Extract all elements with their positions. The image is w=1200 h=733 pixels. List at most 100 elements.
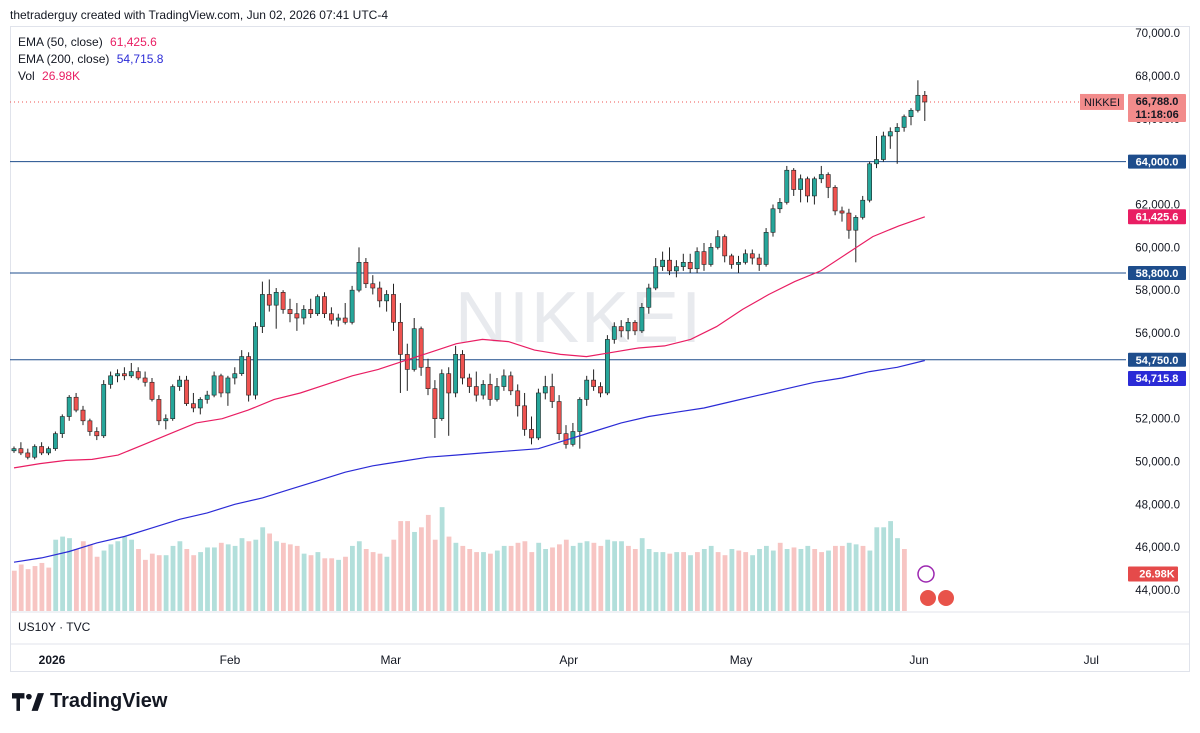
candle-body bbox=[404, 354, 410, 370]
candle bbox=[239, 350, 245, 376]
candle-body bbox=[308, 309, 314, 315]
ema200-tag bbox=[1128, 371, 1186, 387]
candle bbox=[453, 345, 458, 398]
candle-body bbox=[108, 375, 113, 385]
candle-body bbox=[73, 396, 79, 411]
ema-lines bbox=[13, 216, 925, 563]
legend-ema50-label: EMA (50, close) bbox=[18, 35, 103, 49]
candle bbox=[59, 414, 65, 438]
candle bbox=[225, 375, 231, 406]
candle bbox=[52, 431, 58, 451]
volume-bar bbox=[494, 550, 500, 611]
candle-body bbox=[294, 313, 300, 319]
candle bbox=[825, 172, 831, 199]
candle bbox=[273, 288, 279, 329]
volume-bar bbox=[501, 545, 507, 611]
volume-bar bbox=[336, 559, 341, 611]
candle bbox=[370, 275, 376, 295]
candle bbox=[163, 414, 169, 430]
candle-body bbox=[287, 309, 293, 315]
candle-body bbox=[11, 448, 17, 452]
legend-volume[interactable]: Vol 26.98K bbox=[18, 68, 163, 85]
candle bbox=[197, 397, 203, 415]
candle-body bbox=[225, 377, 231, 394]
candle-body bbox=[363, 262, 369, 285]
candle bbox=[529, 416, 534, 445]
volume-bar bbox=[736, 550, 742, 611]
volume-bar bbox=[74, 549, 79, 611]
candle bbox=[356, 247, 362, 293]
volume-bar bbox=[860, 545, 866, 611]
volume-bar bbox=[474, 552, 479, 611]
candle bbox=[432, 380, 438, 438]
volume-bar bbox=[18, 564, 24, 611]
chart-frame[interactable] bbox=[10, 26, 1190, 672]
candle-body bbox=[853, 217, 859, 231]
candle-body bbox=[273, 292, 279, 306]
level-tag bbox=[1128, 266, 1186, 281]
legend-ema200[interactable]: EMA (200, close) 54,715.8 bbox=[18, 51, 163, 68]
candle bbox=[680, 253, 686, 271]
volume-bar bbox=[557, 544, 562, 611]
volume-bar bbox=[260, 527, 266, 611]
y-tick-label: 52,000.0 bbox=[1135, 414, 1180, 426]
candle bbox=[880, 131, 886, 162]
tradingview-brand[interactable]: TradingView bbox=[12, 690, 167, 713]
candle bbox=[770, 204, 776, 237]
candle bbox=[673, 260, 679, 278]
candle-body bbox=[770, 208, 776, 233]
volume-bar bbox=[377, 553, 383, 611]
volume-bar bbox=[253, 539, 259, 611]
candle-body bbox=[466, 377, 472, 387]
candle bbox=[811, 176, 817, 205]
volume-bar bbox=[25, 569, 31, 611]
candle bbox=[756, 253, 762, 271]
candle bbox=[563, 425, 569, 449]
candle-body bbox=[170, 386, 176, 419]
legend-ema200-value: 54,715.8 bbox=[116, 52, 164, 66]
candle-body bbox=[315, 296, 320, 315]
candle-body bbox=[163, 418, 169, 422]
symbol-tag-label: NIKKEI bbox=[1084, 97, 1120, 109]
level-tag-label: 54,750.0 bbox=[1136, 355, 1179, 367]
volume-bar bbox=[87, 544, 93, 611]
volume-bar bbox=[605, 539, 611, 611]
candle-body bbox=[784, 169, 790, 203]
volume-bar bbox=[701, 549, 707, 611]
x-tick-label: Apr bbox=[559, 653, 578, 667]
candle-body bbox=[39, 446, 44, 454]
candle bbox=[818, 165, 824, 184]
candle bbox=[101, 380, 107, 438]
candle-body bbox=[322, 296, 327, 315]
candle bbox=[791, 168, 797, 196]
candle-body bbox=[204, 394, 210, 400]
candle bbox=[487, 373, 493, 406]
candle-body bbox=[611, 326, 617, 340]
candle-body bbox=[335, 317, 341, 321]
candle-body bbox=[832, 187, 838, 212]
symbol-tag bbox=[1080, 93, 1124, 110]
candle bbox=[122, 367, 127, 381]
candle-body bbox=[811, 178, 817, 197]
candle bbox=[349, 285, 355, 325]
volume-bar bbox=[632, 549, 638, 611]
candle bbox=[384, 290, 389, 312]
candle-body bbox=[301, 309, 307, 319]
candle bbox=[798, 174, 803, 203]
volume-bar bbox=[60, 536, 65, 611]
candle bbox=[363, 258, 369, 289]
candle bbox=[584, 375, 590, 406]
candle bbox=[94, 427, 100, 441]
legend-ema50[interactable]: EMA (50, close) 61,425.6 bbox=[18, 34, 163, 51]
volume-bar bbox=[218, 542, 224, 611]
volume-bar bbox=[846, 542, 852, 611]
volume-bar bbox=[246, 541, 252, 611]
volume-bar bbox=[177, 541, 183, 611]
ema50-tag-label: 61,425.6 bbox=[1136, 211, 1179, 223]
candle-body bbox=[673, 266, 679, 272]
volume-bar bbox=[384, 556, 390, 611]
volume-bar bbox=[198, 552, 203, 611]
volume-bar bbox=[798, 549, 804, 611]
candle-body bbox=[508, 375, 514, 392]
